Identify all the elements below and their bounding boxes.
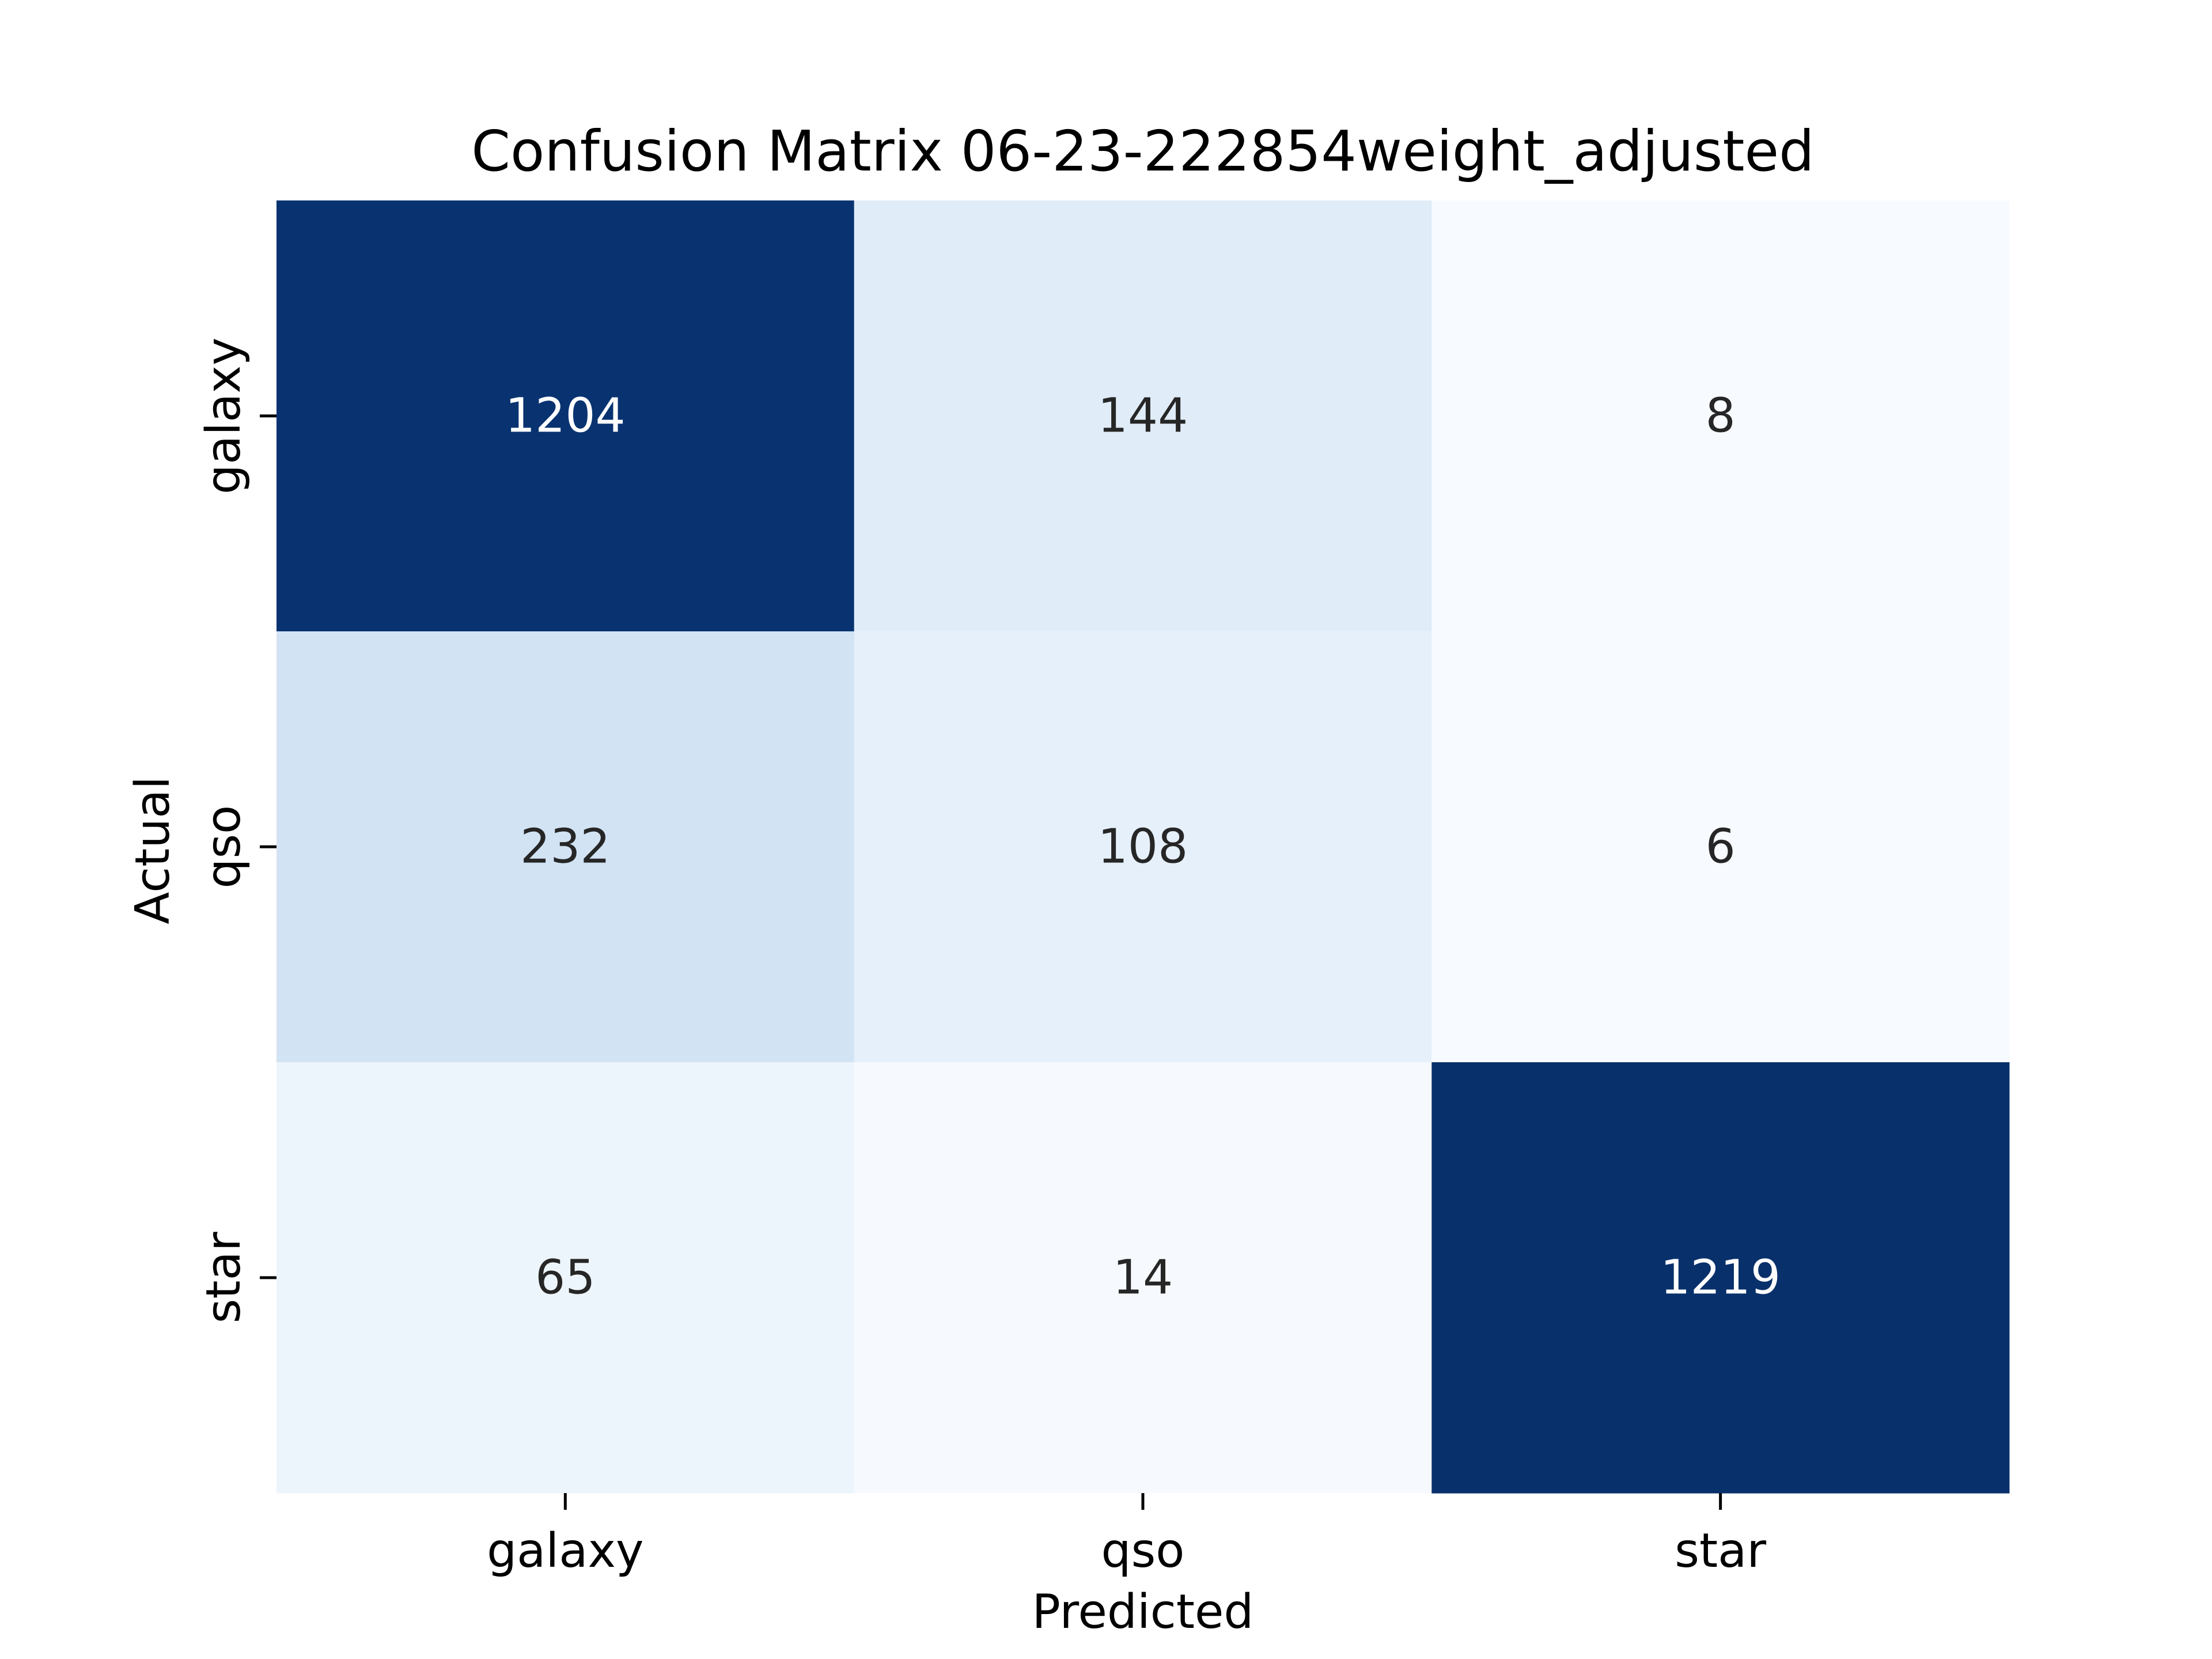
heatmap-cell-star-galaxy — [276, 1062, 855, 1494]
heatmap-cell-qso-qso — [854, 631, 1432, 1063]
cell-value-star-qso: 14 — [1113, 1251, 1173, 1305]
cell-value-qso-qso: 108 — [1098, 820, 1188, 874]
x-tick-label-qso: qso — [1101, 1524, 1185, 1578]
heatmap-cells — [276, 200, 2010, 1494]
cell-value-galaxy-qso: 144 — [1098, 389, 1188, 444]
y-axis-ticks: galaxy qso star — [196, 338, 276, 1323]
heatmap-cell-star-qso — [854, 1062, 1432, 1494]
cell-value-galaxy-galaxy: 1204 — [505, 389, 626, 444]
cell-value-star-galaxy: 65 — [535, 1251, 595, 1305]
y-axis-label: Actual — [126, 777, 180, 925]
cell-value-qso-galaxy: 232 — [520, 820, 611, 874]
heatmap-cell-qso-star — [1431, 631, 2010, 1063]
x-axis-label: Predicted — [1032, 1585, 1254, 1639]
y-tick-label-galaxy: galaxy — [196, 338, 251, 494]
heatmap-cell-galaxy-qso — [854, 200, 1432, 632]
heatmap-cell-qso-galaxy — [276, 631, 855, 1063]
x-tick-label-galaxy: galaxy — [487, 1524, 643, 1578]
cell-value-galaxy-star: 8 — [1706, 389, 1736, 444]
cell-value-qso-star: 6 — [1706, 820, 1736, 874]
cell-value-star-star: 1219 — [1660, 1251, 1781, 1305]
chart-title: Confusion Matrix 06-23-222854weight_adju… — [471, 119, 1815, 184]
x-axis-ticks: galaxy qso star — [487, 1493, 1766, 1578]
heatmap-cell-labels: 1204 144 8 232 108 6 65 14 1219 — [505, 389, 1781, 1305]
heatmap-cell-galaxy-star — [1431, 200, 2010, 632]
x-tick-label-star: star — [1675, 1524, 1766, 1578]
heatmap-cell-star-star — [1431, 1062, 2010, 1494]
y-tick-label-qso: qso — [196, 805, 251, 889]
y-tick-label-star: star — [196, 1232, 251, 1323]
heatmap-cell-galaxy-galaxy — [276, 200, 855, 632]
